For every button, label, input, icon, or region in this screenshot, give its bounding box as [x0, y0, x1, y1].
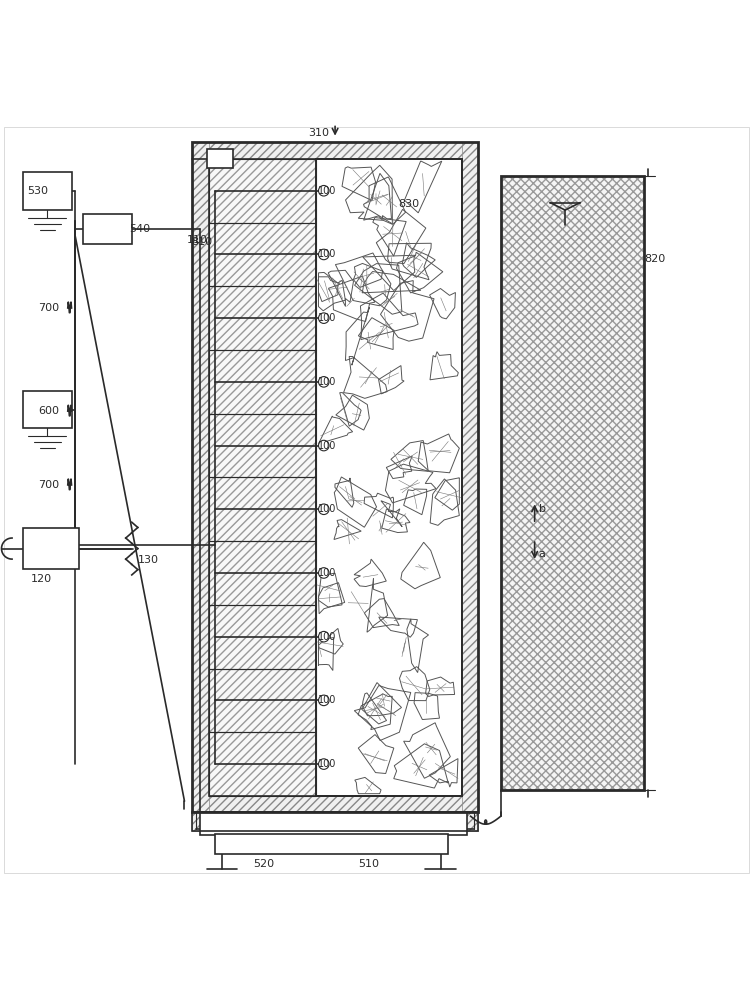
Text: 100: 100	[319, 377, 337, 387]
Bar	[209, 414, 316, 477]
Bar	[209, 159, 316, 223]
Circle shape	[319, 249, 329, 260]
Bar	[23, 391, 72, 428]
Text: 100: 100	[319, 632, 337, 642]
Circle shape	[319, 313, 329, 323]
Text: 100: 100	[319, 186, 337, 196]
Circle shape	[319, 631, 329, 642]
Circle shape	[319, 568, 329, 578]
Text: 120: 120	[31, 574, 52, 584]
Bar	[192, 812, 478, 831]
Text: 100: 100	[319, 313, 337, 323]
Bar	[192, 796, 478, 812]
Text: 530: 530	[27, 186, 48, 196]
Text: 100: 100	[319, 504, 337, 514]
Bar	[215, 834, 448, 854]
Text: b: b	[538, 504, 546, 514]
Bar	[209, 477, 316, 541]
Bar	[209, 159, 316, 223]
Bar	[83, 214, 132, 244]
Text: 100: 100	[319, 441, 337, 451]
Bar	[207, 149, 233, 168]
Bar	[501, 176, 644, 790]
Text: 820: 820	[645, 254, 666, 264]
Text: 310: 310	[308, 128, 329, 138]
Bar	[209, 732, 316, 796]
Text: 810: 810	[191, 237, 212, 247]
Text: 100: 100	[319, 568, 337, 578]
Bar	[192, 812, 478, 831]
Bar	[316, 159, 462, 796]
Circle shape	[319, 185, 329, 196]
Bar	[209, 669, 316, 732]
Bar	[501, 176, 644, 790]
Bar	[209, 223, 316, 286]
Bar	[23, 172, 72, 210]
Circle shape	[319, 377, 329, 387]
Text: 130: 130	[138, 555, 159, 565]
Text: 100: 100	[319, 249, 337, 259]
Circle shape	[319, 504, 329, 515]
Bar	[192, 142, 478, 159]
Circle shape	[319, 759, 329, 769]
Bar	[209, 477, 316, 541]
Bar	[192, 142, 478, 812]
Bar	[192, 142, 209, 812]
Bar	[209, 350, 316, 414]
Bar	[209, 414, 316, 477]
Bar	[200, 812, 467, 835]
Bar	[209, 223, 316, 286]
Bar	[209, 669, 316, 732]
Text: 700: 700	[38, 480, 59, 490]
Bar	[316, 159, 462, 796]
Bar	[209, 541, 316, 605]
Text: 510: 510	[358, 859, 380, 869]
Text: 830: 830	[398, 199, 419, 209]
Circle shape	[319, 440, 329, 451]
Bar	[462, 142, 478, 812]
Bar	[209, 286, 316, 350]
Bar	[209, 605, 316, 669]
Text: 100: 100	[319, 759, 337, 769]
Text: 110: 110	[187, 235, 208, 245]
Text: 520: 520	[253, 859, 274, 869]
Bar	[209, 541, 316, 605]
Text: 100: 100	[319, 695, 337, 705]
Text: a: a	[538, 549, 546, 559]
Bar	[209, 605, 316, 669]
Circle shape	[319, 695, 329, 706]
Text: 600: 600	[38, 406, 59, 416]
Bar	[209, 286, 316, 350]
Bar	[209, 732, 316, 796]
Text: 540: 540	[129, 224, 150, 234]
Bar	[209, 350, 316, 414]
Bar	[209, 159, 462, 796]
Bar	[23, 528, 79, 569]
Text: 700: 700	[38, 303, 59, 313]
